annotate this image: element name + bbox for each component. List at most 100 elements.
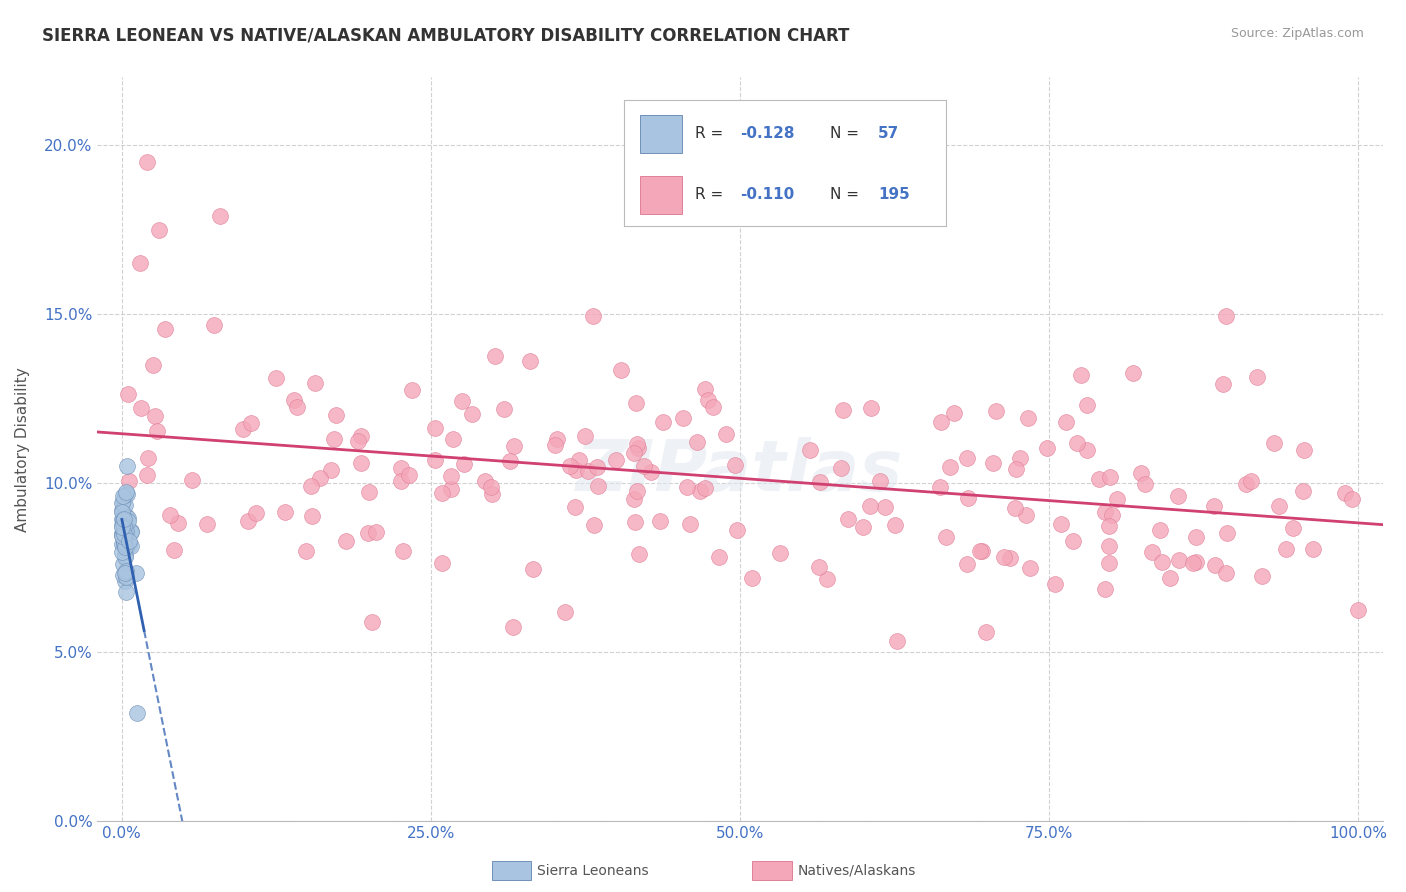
Point xyxy=(264,371,287,385)
Point xyxy=(672,411,695,425)
Point xyxy=(695,481,717,495)
Point xyxy=(554,605,576,619)
Point xyxy=(120,524,142,538)
Point xyxy=(799,442,821,457)
Point xyxy=(935,530,957,544)
Point xyxy=(112,536,135,550)
Point xyxy=(129,256,152,270)
Point xyxy=(111,503,134,517)
Point xyxy=(956,557,979,571)
Point xyxy=(142,358,165,372)
Point xyxy=(114,548,136,562)
Point xyxy=(357,526,380,541)
Point xyxy=(112,512,135,526)
Point xyxy=(236,515,259,529)
Point xyxy=(1184,555,1206,569)
Point xyxy=(125,706,148,721)
Point xyxy=(648,514,671,528)
Point xyxy=(239,417,262,431)
Point xyxy=(1017,411,1039,425)
Point xyxy=(651,415,673,429)
Point xyxy=(202,318,225,332)
Point xyxy=(626,484,648,499)
Point xyxy=(389,474,412,488)
Point xyxy=(1066,436,1088,450)
Point xyxy=(117,514,139,528)
Point xyxy=(111,505,134,519)
Point xyxy=(347,434,370,449)
Point xyxy=(350,456,373,470)
Point xyxy=(884,517,907,532)
Point xyxy=(1334,486,1357,500)
Point xyxy=(114,512,136,526)
Point xyxy=(1292,443,1315,458)
Point xyxy=(702,400,724,414)
Point xyxy=(1239,475,1261,489)
Point xyxy=(115,524,138,538)
Point xyxy=(441,432,464,446)
Point xyxy=(1291,483,1313,498)
Point xyxy=(112,519,135,533)
Point xyxy=(1268,500,1291,514)
Point xyxy=(1015,508,1038,523)
Point xyxy=(956,450,979,465)
Point xyxy=(398,467,420,482)
Point xyxy=(112,535,135,549)
Point xyxy=(938,459,960,474)
Point xyxy=(114,536,136,550)
Point xyxy=(112,520,135,534)
Point xyxy=(627,442,650,456)
Point xyxy=(1070,368,1092,382)
Point xyxy=(1234,476,1257,491)
Point xyxy=(546,432,568,446)
Point xyxy=(1054,415,1077,429)
Point xyxy=(309,471,332,485)
Point xyxy=(544,438,567,452)
Point xyxy=(1105,492,1128,507)
Point xyxy=(1202,500,1225,514)
Point xyxy=(695,382,717,396)
Point xyxy=(115,459,138,474)
Point xyxy=(115,487,138,501)
Point xyxy=(1088,472,1111,486)
Point xyxy=(576,464,599,478)
Point xyxy=(640,465,662,479)
Point xyxy=(626,437,648,451)
Point xyxy=(111,508,134,523)
Point xyxy=(440,482,463,496)
Point xyxy=(852,520,875,534)
Point xyxy=(111,536,134,550)
Point xyxy=(931,415,953,429)
Point xyxy=(389,461,412,475)
Point xyxy=(392,543,415,558)
Point xyxy=(111,545,134,559)
Point xyxy=(1122,366,1144,380)
Point xyxy=(558,459,581,474)
Point xyxy=(401,383,423,397)
Point xyxy=(627,548,650,562)
Point xyxy=(1250,569,1272,583)
Point xyxy=(633,459,655,474)
Point xyxy=(1302,541,1324,556)
Point xyxy=(117,510,139,524)
Point xyxy=(120,524,142,539)
Point xyxy=(1101,508,1123,523)
Point xyxy=(153,322,176,336)
Point xyxy=(1098,539,1121,553)
Point xyxy=(1263,436,1285,450)
Point xyxy=(114,488,136,502)
Point xyxy=(1275,541,1298,556)
Point xyxy=(301,509,323,524)
Point xyxy=(1004,462,1026,476)
Point xyxy=(974,625,997,640)
Point xyxy=(208,209,231,223)
Point xyxy=(1076,442,1098,457)
Point xyxy=(135,155,157,169)
Point xyxy=(1184,530,1206,544)
Point xyxy=(232,421,254,435)
Point xyxy=(1182,556,1205,570)
Point xyxy=(1043,576,1066,591)
Point xyxy=(135,468,157,483)
Point xyxy=(624,396,647,410)
Point xyxy=(114,574,136,588)
